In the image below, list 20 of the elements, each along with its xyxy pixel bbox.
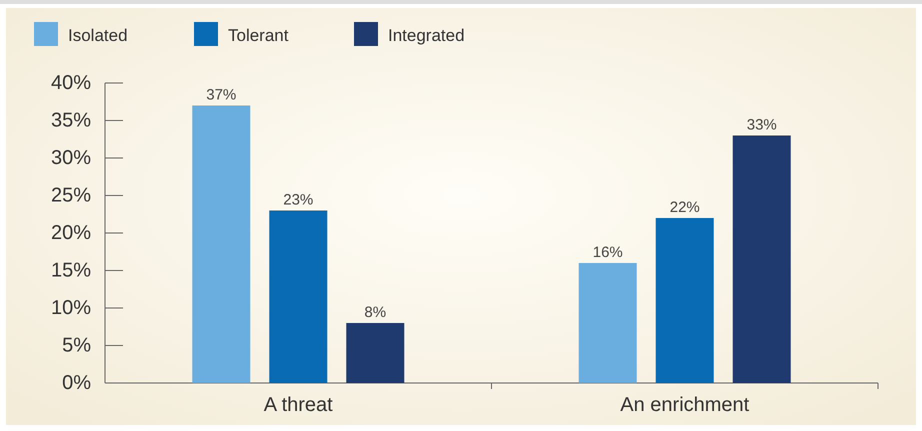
data-label: 22% xyxy=(670,199,700,216)
data-label: 37% xyxy=(206,86,236,104)
y-tick-label: 25% xyxy=(50,184,92,206)
y-tick-label: 15% xyxy=(50,260,92,282)
x-tick-label: An enrichment xyxy=(620,394,750,416)
x-tick-label: A threat xyxy=(264,394,334,416)
data-label: 16% xyxy=(592,244,623,261)
legend-label: Integrated xyxy=(388,26,465,45)
y-tick-label: 5% xyxy=(62,334,92,356)
y-tick-label: 30% xyxy=(50,147,92,169)
legend-label: Isolated xyxy=(68,26,128,45)
y-tick-label: 40% xyxy=(50,72,92,94)
data-label: 33% xyxy=(746,116,777,134)
data-label: 8% xyxy=(364,304,386,321)
data-label: 23% xyxy=(283,192,314,208)
y-tick-label: 0% xyxy=(62,372,92,394)
y-tick-label: 35% xyxy=(50,110,92,132)
y-tick-label: 10% xyxy=(50,297,92,319)
legend-label: Tolerant xyxy=(228,26,289,45)
y-tick-label: 20% xyxy=(50,222,92,244)
